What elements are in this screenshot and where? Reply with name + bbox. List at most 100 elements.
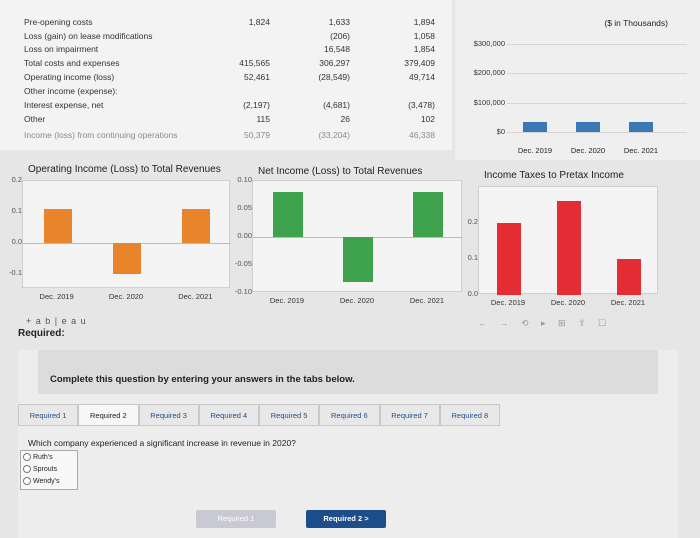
financial-row-value: 49,714 [409, 72, 435, 82]
financial-statement-table: Pre-opening costs 1,824 1,633 1,894 Loss (ga… [0, 0, 452, 150]
financial-row-value: 26 [340, 114, 350, 124]
financial-row-value: 1,854 [413, 44, 435, 54]
revenue-y-tick: $0 [496, 127, 505, 136]
answer-option-label: Sprouts [33, 465, 58, 473]
financial-row-label: Income (loss) from continuing operations [24, 130, 178, 140]
chart-x-tick: Dec. 2021 [409, 296, 445, 305]
revenue-gridline [507, 102, 687, 104]
chart-y-tick: 0.05 [237, 203, 252, 212]
financial-row-value: 16,548 [324, 44, 350, 54]
financial-row-label: Other income (expense): [24, 86, 118, 96]
financial-row-value: (33,204) [318, 130, 350, 140]
tableau-logo: + a b | e a u [26, 316, 87, 326]
answer-options: Ruth's Sprouts Wendy's [20, 450, 78, 490]
revenue-y-tick: $200,000 [473, 68, 505, 78]
tab-required-1[interactable]: Required 1 [18, 404, 79, 426]
financial-row-value: 1,633 [328, 17, 350, 27]
chart-x-tick: Dec. 2020 [550, 298, 586, 307]
chart-plot-area [252, 180, 463, 292]
radio-button[interactable] [23, 465, 31, 473]
question-text: Which company experienced a significant … [28, 438, 296, 448]
financial-row-value: 115 [256, 114, 270, 124]
instruction-text: Complete this question by entering your … [50, 374, 355, 385]
financial-row-value: 1,824 [248, 17, 270, 27]
financial-row-label: Interest expense, net [24, 100, 104, 110]
financial-row-value: (3,478) [408, 100, 435, 110]
answer-option-label: Ruth's [33, 453, 53, 461]
chart-y-tick: 0.1 [11, 205, 22, 215]
financial-row-value: (4,681) [323, 100, 350, 110]
financial-row-value: 1,058 [413, 31, 435, 41]
chart-bar [343, 237, 373, 282]
chart-x-tick: Dec. 2019 [269, 296, 305, 305]
revenue-gridline [507, 132, 687, 133]
chart-bar [617, 259, 641, 295]
tab-required-6[interactable]: Required 6 [319, 404, 380, 426]
chart-y-tick: -0.05 [234, 259, 252, 268]
answer-option[interactable]: Sprouts [21, 463, 77, 475]
financial-row-label: Total costs and expenses [24, 58, 120, 68]
financial-row-value: 1,894 [413, 17, 435, 27]
revenue-y-tick: $100,000 [473, 97, 505, 107]
financial-row-label: Operating income (loss) [24, 72, 115, 82]
chart-y-tick: 0.1 [467, 253, 478, 262]
revenue-x-tick: Dec. 2020 [570, 146, 606, 155]
tableau-toolbar[interactable]: ← → ⟲ ▸ ⊞ ⇪ ☐ [478, 318, 612, 328]
revenue-chart: ($ in Thousands) $300,000 $200,000 $100,00… [455, 0, 700, 160]
tab-required-2[interactable]: Required 2 [78, 404, 139, 426]
chart-bar [113, 242, 141, 274]
financial-row-value: 102 [420, 114, 435, 124]
chart-y-tick: -0.1 [9, 267, 22, 277]
chart-x-tick: Dec. 2020 [339, 296, 375, 305]
revenue-gridline [507, 73, 687, 75]
revenue-y-tick: $300,000 [473, 39, 505, 48]
chart-bar [413, 192, 443, 237]
answer-option[interactable]: Ruth's [21, 451, 77, 463]
revenue-chart-title: ($ in Thousands) [604, 18, 668, 28]
chart-bar [497, 223, 521, 295]
tab-required-3[interactable]: Required 3 [138, 404, 199, 426]
financial-row-value: 415,565 [239, 58, 270, 68]
financial-row-label: Other [24, 114, 46, 124]
radio-button[interactable] [23, 453, 31, 461]
chart-y-tick: 0.10 [237, 175, 252, 184]
tab-required-4[interactable]: Required 4 [198, 404, 259, 426]
financial-row-label: Loss (gain) on lease modifications [24, 31, 153, 41]
chart-y-tick: 0.2 [11, 175, 22, 184]
instruction-banner: Complete this question by entering your … [38, 350, 658, 394]
chart-y-tick: 0.00 [237, 231, 252, 240]
answer-option[interactable]: Wendy's [21, 475, 77, 487]
revenue-bar [576, 122, 600, 132]
answer-option-label: Wendy's [33, 477, 60, 485]
revenue-bar [523, 122, 547, 132]
next-button[interactable]: Required 2 > [306, 510, 386, 528]
financial-row-value: (2,197) [243, 100, 270, 110]
chart-title: Operating Income (Loss) to Total Revenue… [28, 164, 221, 175]
tab-required-7[interactable]: Required 7 [379, 404, 440, 426]
chart-x-tick: Dec. 2021 [610, 298, 646, 307]
chart-x-tick: Dec. 2019 [39, 292, 74, 301]
radio-button[interactable] [23, 477, 31, 485]
previous-button[interactable]: Required 1 [196, 510, 276, 528]
chart-bar [273, 192, 303, 237]
question-panel: Complete this question by entering your … [18, 350, 678, 538]
revenue-gridline [507, 44, 687, 45]
financial-row-value: 52,461 [244, 72, 270, 82]
chart-plot-area [22, 180, 231, 288]
chart-x-tick: Dec. 2019 [490, 298, 526, 307]
chart-y-tick: 0.2 [467, 217, 478, 226]
chart-y-tick: 0.0 [467, 289, 478, 298]
chart-y-tick: -0.10 [234, 287, 252, 296]
revenue-bar [629, 122, 653, 132]
chart-y-tick: 0.0 [11, 236, 22, 246]
financial-row-value: 306,297 [319, 58, 350, 68]
tab-required-8[interactable]: Required 8 [439, 404, 500, 426]
financial-row-value: 379,409 [404, 58, 435, 68]
financial-row-value: (28,549) [318, 72, 350, 82]
revenue-x-tick: Dec. 2021 [623, 146, 659, 155]
financial-row-value: 50,379 [244, 130, 270, 140]
chart-plot-area [478, 186, 658, 295]
tab-required-5[interactable]: Required 5 [259, 404, 320, 426]
chart-bar [43, 208, 72, 243]
financial-row-label: Pre-opening costs [24, 17, 93, 27]
